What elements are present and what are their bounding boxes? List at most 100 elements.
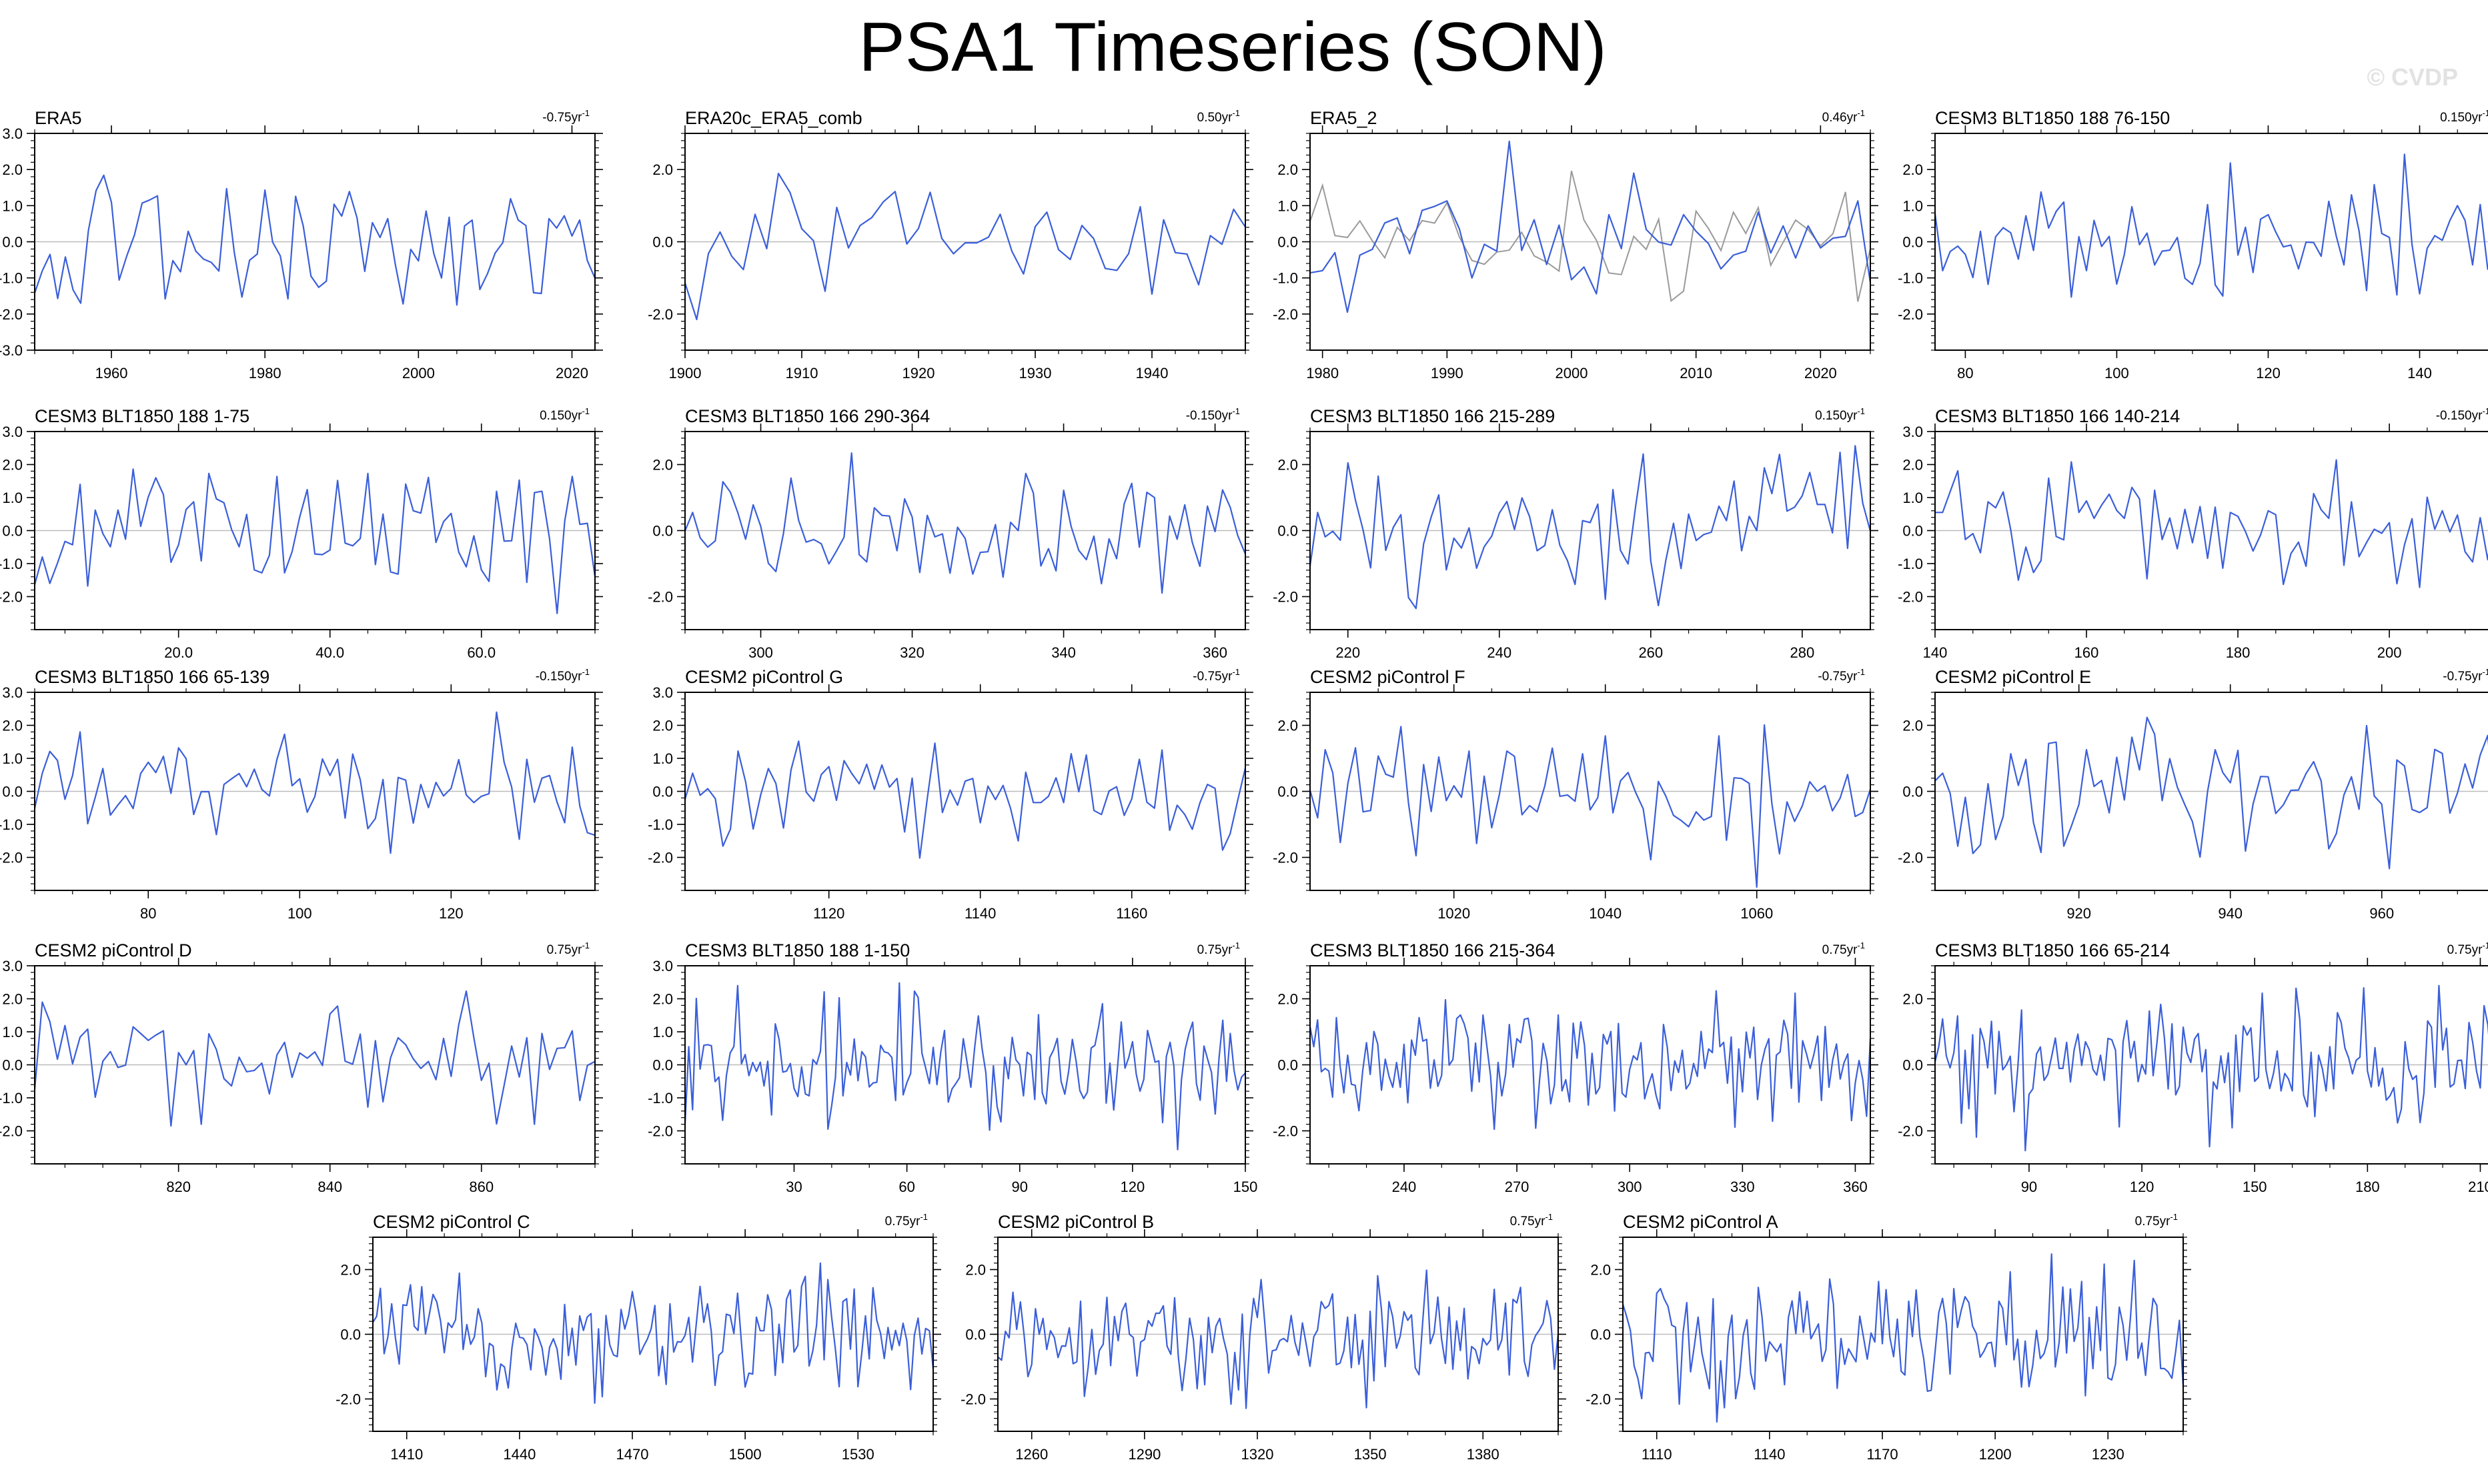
x-tick-label: 2000: [402, 365, 435, 382]
y-tick-label: 3.0: [652, 684, 673, 701]
panel-12: CESM2 piControl E -0.75yr-1 -2.0 0.0 2.0 920 9…: [1898, 667, 2488, 922]
x-tick-label: 1040: [1589, 905, 1622, 922]
x-tick-label: 2020: [556, 365, 588, 382]
x-tick-label: 1930: [1019, 365, 1052, 382]
series-line: [33, 990, 596, 1127]
figure-title: PSA1 Timeseries (SON): [858, 9, 1606, 86]
y-tick-label: 0.0: [965, 1327, 986, 1343]
panel-7: CESM3 BLT1850 166 215-289 0.150yr-1 -2.0 0.…: [1273, 406, 1878, 661]
panel-14: CESM3 BLT1850 188 1-150 0.75yr-1 -2.0 -1.0 0…: [648, 940, 1257, 1195]
x-tick-label: 1350: [1354, 1446, 1387, 1463]
series-line: [997, 1269, 1560, 1409]
y-tick-label: 2.0: [1277, 161, 1298, 178]
trend-label: 0.46yr-1: [1822, 108, 1865, 125]
x-tick-label: 270: [1505, 1179, 1529, 1195]
x-tick-label: 820: [166, 1179, 191, 1195]
y-tick-label: 2.0: [1902, 718, 1923, 734]
y-tick-label: -2.0: [0, 589, 23, 606]
panel-11: CESM2 piControl F -0.75yr-1 -2.0 0.0 2.0 1020…: [1273, 667, 1878, 922]
trend-label: 0.150yr-1: [2440, 108, 2488, 125]
x-tick-label: 100: [287, 905, 312, 922]
panel-8: CESM3 BLT1850 166 140-214 -0.150yr-1 -2.0 -…: [1898, 406, 2488, 661]
series-line: [684, 452, 1247, 594]
x-tick-label: 80: [1957, 365, 1973, 382]
x-tick-label: 120: [2256, 365, 2281, 382]
y-tick-label: 1.0: [652, 1024, 673, 1040]
y-tick-label: 0.0: [1277, 234, 1298, 251]
y-tick-label: 3.0: [2, 958, 23, 974]
panel-title: ERA20c_ERA5_comb: [685, 108, 862, 128]
x-tick-label: 60: [898, 1179, 914, 1195]
series-line: [372, 1262, 935, 1404]
y-tick-label: -2.0: [648, 589, 673, 606]
y-tick-label: 0.0: [652, 234, 673, 251]
x-tick-label: 60.0: [467, 644, 496, 661]
x-tick-label: 1320: [1241, 1446, 1274, 1463]
panel-15: CESM3 BLT1850 166 215-364 0.75yr-1 -2.0 0.0…: [1273, 940, 1878, 1195]
x-tick-label: 120: [439, 905, 464, 922]
trend-label: 0.75yr-1: [1197, 940, 1240, 957]
y-tick-label: -2.0: [0, 1123, 23, 1140]
trend-label: -0.150yr-1: [536, 667, 590, 684]
panel-title: ERA5: [35, 108, 82, 128]
x-tick-label: 360: [1843, 1179, 1868, 1195]
y-tick-label: 2.0: [1902, 457, 1923, 474]
x-tick-label: 160: [2074, 644, 2099, 661]
x-tick-label: 180: [2226, 644, 2251, 661]
x-tick-label: 80: [140, 905, 156, 922]
y-tick-label: 0.0: [1590, 1327, 1611, 1343]
x-tick-label: 1200: [1979, 1446, 2012, 1463]
x-tick-label: 1440: [503, 1446, 536, 1463]
trend-label: 0.75yr-1: [1510, 1212, 1553, 1229]
y-tick-label: 2.0: [1590, 1262, 1611, 1279]
x-tick-label: 90: [2021, 1179, 2037, 1195]
series-line: [1309, 140, 1872, 313]
x-tick-label: 1140: [1754, 1446, 1785, 1463]
y-tick-label: -2.0: [0, 850, 23, 866]
y-tick-label: 2.0: [2, 718, 23, 734]
x-tick-label: 40.0: [316, 644, 344, 661]
trend-label: 0.150yr-1: [540, 406, 590, 423]
x-tick-label: 1060: [1740, 905, 1773, 922]
x-tick-label: 240: [1487, 644, 1511, 661]
panel-title: CESM2 piControl G: [685, 667, 843, 687]
y-tick-label: 1.0: [2, 1024, 23, 1040]
trend-label: 0.75yr-1: [885, 1212, 928, 1229]
series-line: [1934, 153, 2488, 298]
y-tick-label: 2.0: [1902, 991, 1923, 1008]
y-tick-label: -2.0: [648, 850, 673, 866]
y-tick-label: 2.0: [2, 457, 23, 474]
x-tick-label: 140: [2407, 365, 2432, 382]
trend-label: -0.150yr-1: [2436, 406, 2488, 423]
x-tick-label: 1380: [1467, 1446, 1499, 1463]
y-tick-label: 0.0: [2, 784, 23, 800]
panel-6: CESM3 BLT1850 166 290-364 -0.150yr-1 -2.0 0…: [648, 406, 1253, 661]
panel-title: CESM2 piControl A: [1623, 1212, 1778, 1232]
x-tick-label: 1980: [249, 365, 281, 382]
trend-label: -0.75yr-1: [2443, 667, 2488, 684]
panel-title: CESM2 piControl F: [1310, 667, 1465, 687]
y-tick-label: 2.0: [652, 161, 673, 178]
x-tick-label: 2000: [1556, 365, 1588, 382]
panel-1: ERA5 -0.75yr-1 -3.0 -2.0 -1.0 0.0 1.0 2.0 3.0 196…: [0, 108, 603, 382]
x-tick-label: 120: [2130, 1179, 2154, 1195]
y-tick-label: 2.0: [340, 1262, 361, 1279]
x-tick-label: 2010: [1680, 365, 1712, 382]
y-tick-label: 0.0: [340, 1327, 361, 1343]
trend-label: 0.75yr-1: [1822, 940, 1865, 957]
y-tick-label: -2.0: [336, 1391, 361, 1408]
series-line: [1309, 724, 1872, 888]
series-line: [1934, 716, 2488, 870]
x-tick-label: 150: [1233, 1179, 1258, 1195]
panel-title: CESM2 piControl D: [35, 940, 192, 960]
x-tick-label: 1260: [1015, 1446, 1048, 1463]
y-tick-label: -2.0: [1273, 306, 1298, 323]
y-tick-label: -2.0: [961, 1391, 986, 1408]
y-tick-label: -1.0: [648, 1090, 673, 1106]
y-tick-label: -2.0: [1898, 589, 1923, 606]
panel-title: CESM3 BLT1850 166 290-364: [685, 406, 930, 426]
y-tick-label: -1.0: [1898, 270, 1923, 287]
series-line: [1309, 445, 1872, 610]
y-tick-label: -2.0: [1898, 306, 1923, 323]
y-tick-label: -2.0: [648, 1123, 673, 1140]
